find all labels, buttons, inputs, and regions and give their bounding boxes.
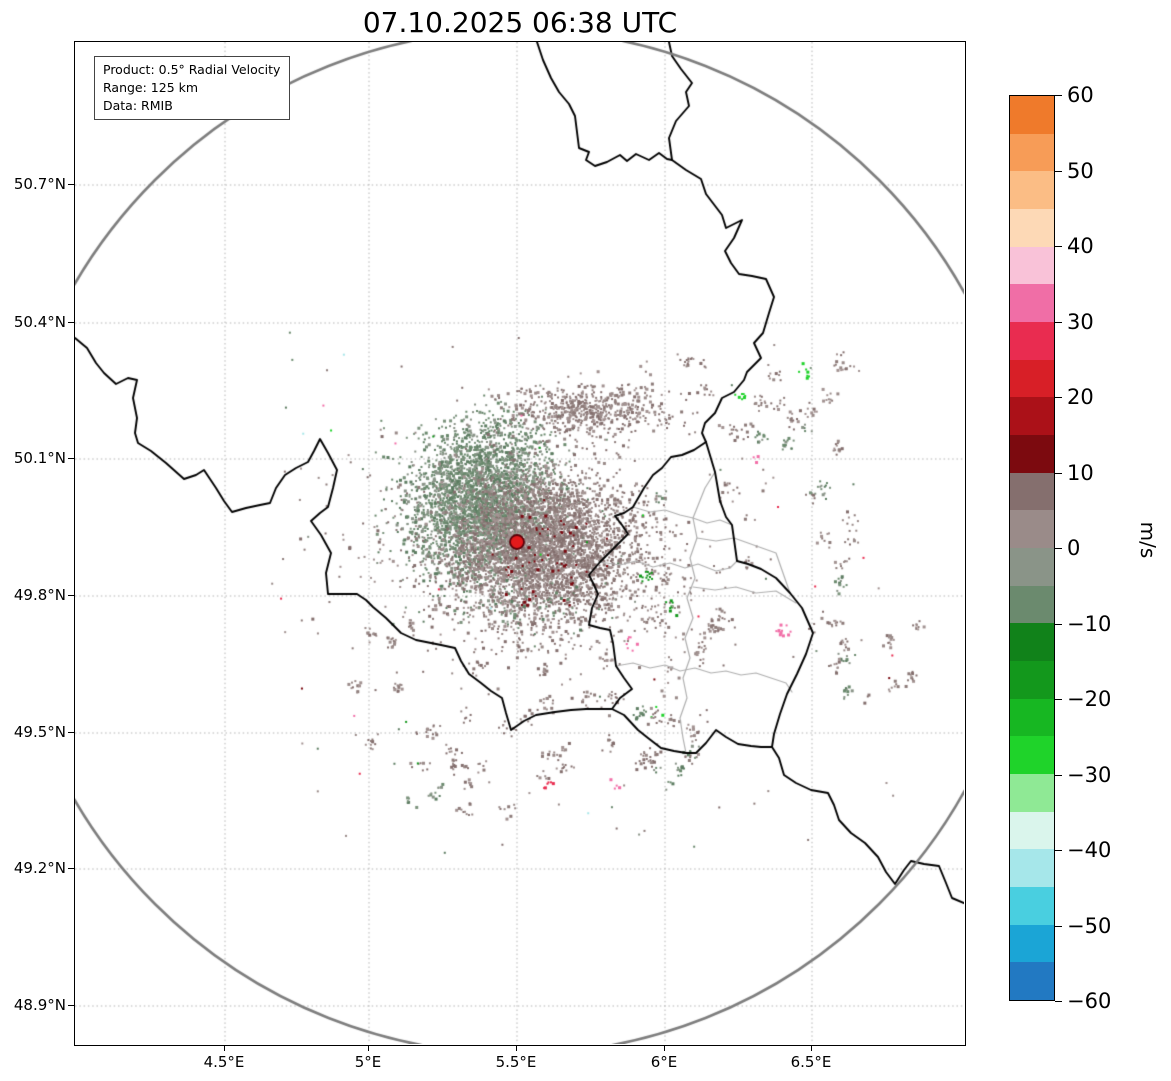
colorbar-tick-mark — [1055, 850, 1062, 852]
colorbar-band — [1010, 661, 1054, 699]
colorbar-band — [1010, 736, 1054, 775]
colorbar-tick-label: −40 — [1067, 838, 1112, 862]
colorbar-tick-label: 60 — [1067, 83, 1094, 107]
lat-tick-label: 49.5°N — [13, 723, 66, 741]
lon-tick-label: 5.5°E — [495, 1053, 537, 1071]
colorbar-tick-label: 10 — [1067, 460, 1094, 485]
colorbar-tick-mark — [1055, 623, 1062, 625]
colorbar-band — [1010, 96, 1054, 134]
colorbar-tick-mark — [1055, 472, 1062, 474]
product-info-box: Product: 0.5° Radial Velocity Range: 125… — [94, 56, 291, 121]
colorbar-tick-mark — [1055, 925, 1062, 927]
colorbar-unit-label: m/s — [1136, 521, 1160, 559]
colorbar-band — [1010, 698, 1054, 737]
lon-tick-mark — [224, 1044, 226, 1051]
colorbar-tick-label: −10 — [1067, 611, 1112, 636]
lon-tick-label: 4.5°E — [203, 1053, 245, 1071]
colorbar-tick-mark — [1055, 1001, 1062, 1003]
colorbar-tick-label: 50 — [1067, 158, 1094, 183]
lon-tick-mark — [811, 1044, 813, 1051]
lat-tick-mark — [68, 1005, 74, 1007]
lat-tick-label: 50.7°N — [13, 175, 66, 193]
colorbar-band — [1010, 397, 1054, 436]
colorbar-tick-label: 0 — [1067, 536, 1081, 560]
lat-tick-label: 49.2°N — [13, 859, 66, 877]
lat-tick-label: 50.4°N — [13, 313, 66, 331]
colorbar-tick-label: −20 — [1067, 687, 1112, 711]
colorbar-band — [1010, 435, 1054, 473]
colorbar-tick-label: −30 — [1067, 762, 1112, 787]
colorbar-band — [1010, 623, 1054, 662]
colorbar-band — [1010, 322, 1054, 360]
colorbar-tick-label: −50 — [1067, 913, 1112, 938]
lon-tick-mark — [368, 1044, 370, 1051]
lon-tick-label: 6°E — [650, 1053, 678, 1071]
colorbar-band — [1010, 284, 1054, 323]
colorbar-band — [1010, 171, 1054, 210]
colorbar-band — [1010, 774, 1054, 812]
lat-tick-mark — [68, 868, 74, 870]
lon-tick-label: 5°E — [354, 1053, 382, 1071]
colorbar-band — [1010, 849, 1054, 888]
colorbar-band — [1010, 887, 1054, 925]
lon-tick-mark — [516, 1044, 518, 1051]
colorbar-band — [1010, 359, 1054, 398]
colorbar — [1009, 95, 1055, 1001]
colorbar-tick-label: 40 — [1067, 234, 1094, 258]
lat-tick-mark — [68, 184, 74, 186]
lat-tick-mark — [68, 322, 74, 324]
lon-tick-label: 6.5°E — [790, 1053, 832, 1071]
colorbar-tick-mark — [1055, 246, 1062, 248]
colorbar-band — [1010, 246, 1054, 285]
colorbar-band — [1010, 811, 1054, 850]
colorbar-tick-mark — [1055, 774, 1062, 776]
colorbar-tick-label: −60 — [1067, 989, 1112, 1013]
map-plot: Product: 0.5° Radial Velocity Range: 125… — [74, 41, 966, 1046]
figure-title: 07.10.2025 06:38 UTC — [362, 6, 678, 39]
lat-tick-mark — [68, 595, 74, 597]
colorbar-band — [1010, 133, 1054, 172]
colorbar-tick-mark — [1055, 699, 1062, 701]
colorbar-tick-mark — [1055, 397, 1062, 399]
lat-tick-label: 48.9°N — [13, 996, 66, 1014]
colorbar-tick-mark — [1055, 95, 1062, 97]
lat-tick-label: 50.1°N — [13, 449, 66, 467]
lon-tick-mark — [664, 1044, 666, 1051]
colorbar-band — [1010, 472, 1054, 511]
colorbar-tick-label: 30 — [1067, 309, 1094, 334]
colorbar-band — [1010, 209, 1054, 247]
lat-tick-label: 49.8°N — [13, 586, 66, 604]
colorbar-band — [1010, 548, 1054, 586]
lat-tick-mark — [68, 458, 74, 460]
info-line-range: Range: 125 km — [103, 79, 199, 95]
info-line-product: Product: 0.5° Radial Velocity — [103, 62, 281, 77]
colorbar-band — [1010, 924, 1054, 963]
radar-map-canvas — [75, 42, 964, 1044]
colorbar-tick-mark — [1055, 170, 1062, 172]
colorbar-band — [1010, 510, 1054, 549]
colorbar-tick-mark — [1055, 321, 1062, 323]
colorbar-band — [1010, 962, 1054, 1001]
colorbar-band — [1010, 585, 1054, 624]
info-line-data-source: Data: RMIB — [103, 97, 173, 113]
lat-tick-mark — [68, 732, 74, 734]
colorbar-tick-mark — [1055, 548, 1062, 550]
colorbar-tick-label: 20 — [1067, 385, 1094, 409]
